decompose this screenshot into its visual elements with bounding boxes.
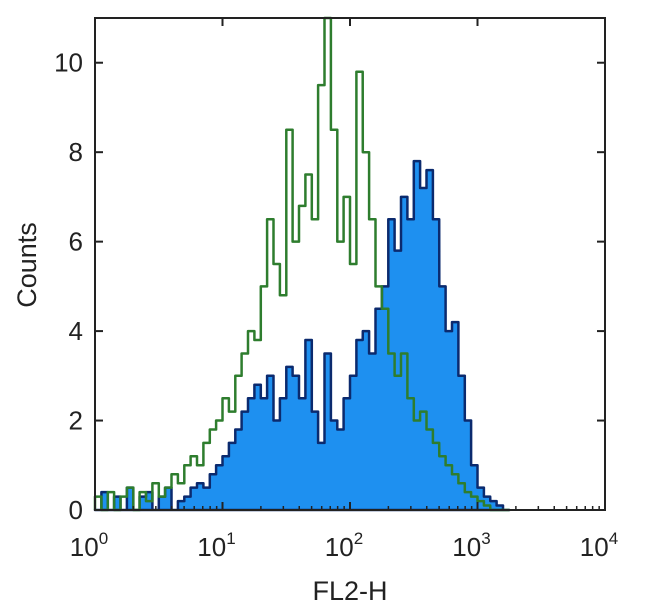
y-tick-label: 2: [69, 406, 83, 436]
x-tick-label: 100: [70, 529, 108, 562]
y-axis-label: Counts: [12, 222, 42, 308]
y-tick-label: 10: [54, 48, 83, 78]
ticks-layer: 100 101 102 103 104 0 2 4 6 8 10: [54, 18, 618, 562]
y-tick-label: 4: [69, 316, 83, 346]
y-tick-label: 8: [69, 137, 83, 167]
x-tick-label: 102: [325, 529, 363, 562]
y-tick-label: 0: [69, 495, 83, 525]
series-0-outline-histogram: [93, 16, 510, 512]
x-tick-label: 104: [580, 529, 618, 562]
series-1-filled-histogram: [93, 159, 511, 512]
x-axis-label: FL2-H: [312, 576, 387, 606]
y-tick-label: 6: [69, 227, 83, 257]
x-tick-label: 103: [452, 529, 490, 562]
series-layer: [93, 16, 511, 512]
x-tick-label: 101: [197, 529, 235, 562]
